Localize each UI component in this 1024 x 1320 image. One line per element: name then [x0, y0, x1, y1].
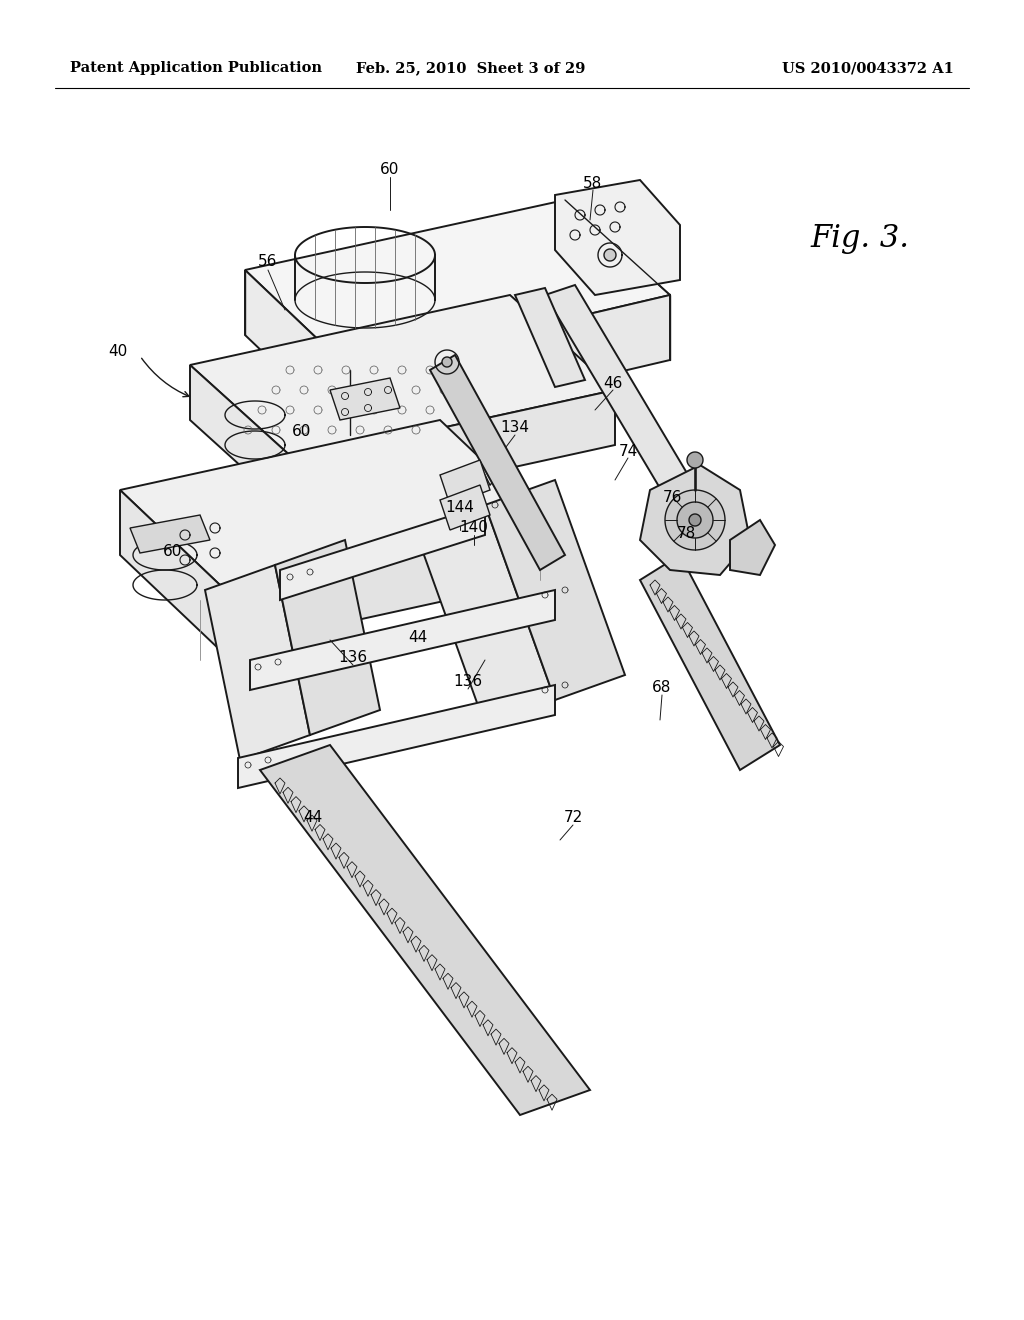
Polygon shape [120, 490, 220, 649]
Polygon shape [665, 490, 725, 550]
Polygon shape [350, 294, 670, 436]
Text: US 2010/0043372 A1: US 2010/0043372 A1 [782, 61, 954, 75]
Polygon shape [515, 288, 585, 387]
Polygon shape [245, 271, 350, 436]
Text: 60: 60 [292, 425, 311, 440]
Polygon shape [545, 285, 700, 506]
Text: 60: 60 [163, 544, 182, 560]
Polygon shape [555, 180, 680, 294]
Text: 78: 78 [677, 525, 695, 540]
Text: 44: 44 [409, 631, 428, 645]
Polygon shape [440, 484, 490, 531]
Text: 44: 44 [303, 810, 323, 825]
Polygon shape [442, 356, 452, 367]
Polygon shape [130, 515, 210, 553]
Polygon shape [260, 744, 590, 1115]
Text: 136: 136 [454, 675, 482, 689]
Polygon shape [295, 389, 615, 515]
Text: 144: 144 [445, 499, 474, 515]
Polygon shape [220, 515, 540, 649]
Text: 40: 40 [109, 345, 128, 359]
Polygon shape [238, 685, 555, 788]
Polygon shape [250, 590, 555, 690]
Polygon shape [485, 480, 625, 700]
Polygon shape [640, 554, 780, 770]
Text: 56: 56 [258, 255, 278, 269]
Polygon shape [687, 451, 703, 469]
Polygon shape [280, 506, 485, 601]
Text: 136: 136 [339, 651, 368, 665]
Polygon shape [415, 506, 555, 725]
Polygon shape [190, 294, 615, 459]
Polygon shape [440, 459, 490, 506]
Text: Fig. 3.: Fig. 3. [810, 223, 909, 253]
Text: 60: 60 [380, 162, 399, 177]
Text: Feb. 25, 2010  Sheet 3 of 29: Feb. 25, 2010 Sheet 3 of 29 [356, 61, 586, 75]
Polygon shape [120, 420, 540, 585]
Text: 72: 72 [563, 810, 583, 825]
Polygon shape [730, 520, 775, 576]
Text: 68: 68 [652, 681, 672, 696]
Text: 46: 46 [603, 375, 623, 391]
Polygon shape [604, 249, 616, 261]
Polygon shape [430, 355, 565, 570]
Polygon shape [190, 366, 295, 515]
Text: 134: 134 [501, 421, 529, 436]
Polygon shape [689, 513, 701, 525]
Polygon shape [330, 378, 400, 420]
Text: 76: 76 [663, 491, 682, 506]
Polygon shape [205, 565, 310, 760]
Text: 58: 58 [584, 176, 603, 190]
Polygon shape [677, 502, 713, 539]
Polygon shape [245, 201, 670, 370]
Text: 140: 140 [460, 520, 488, 536]
Polygon shape [640, 465, 750, 576]
Polygon shape [275, 540, 380, 735]
Text: 74: 74 [618, 445, 638, 459]
Text: Patent Application Publication: Patent Application Publication [70, 61, 322, 75]
